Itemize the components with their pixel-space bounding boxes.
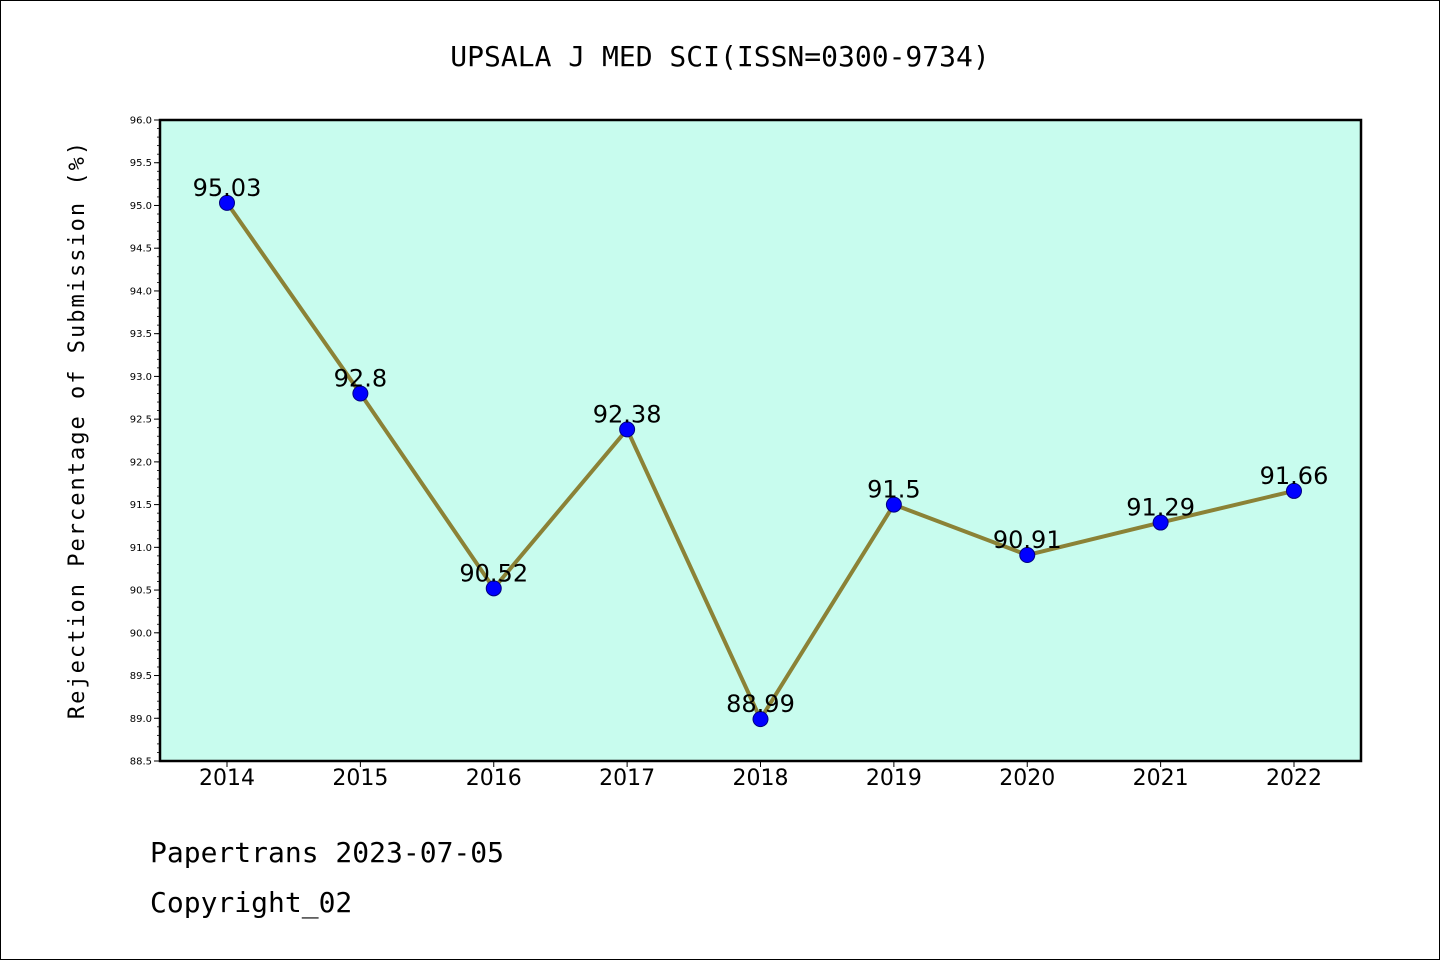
y-axis-label: Rejection Percentage of Submission (%) [65,140,90,719]
plot-border [158,118,1363,763]
footer-date: Papertrans 2023-07-05 [150,836,505,869]
y-tick-label: 90.0 [130,628,152,639]
data-point [885,496,902,513]
y-tick-label: 90.5 [130,586,152,597]
data-point [619,421,636,438]
data-point [1286,482,1302,499]
chart-title: UPSALA J MED SCI(ISSN=0300-9734) [450,40,989,73]
data-point [352,385,369,402]
y-tick-label: 93.0 [130,372,152,383]
data-point [1019,547,1036,564]
x-tick-label: 2014 [199,766,255,791]
footer-copyright: Copyright_02 [150,886,353,919]
data-point [485,580,502,597]
x-tick-label: 2020 [999,766,1055,791]
x-tick-label: 2016 [466,766,522,791]
y-tick-label: 91.0 [130,543,152,554]
y-tick-label: 89.5 [130,671,152,682]
y-tick-label: 92.5 [130,415,152,426]
x-tick-label: 2019 [866,766,922,791]
data-label: 92.38 [593,400,662,428]
x-tick-label: 2021 [1133,766,1189,791]
x-tick-label: 2017 [599,766,655,791]
x-tick-label: 2018 [733,766,789,791]
data-label: 95.03 [193,174,262,202]
data-label: 91.29 [1126,494,1195,522]
y-tick-label: 94.5 [130,244,152,255]
y-tick-label: 92.0 [130,457,152,468]
y-tick-label: 96.0 [130,116,152,127]
data-label: 90.91 [993,526,1062,554]
y-tick-label: 94.0 [130,286,152,297]
y-axis: 88.5 89.0 89.5 90.0 90.5 91.0 91.5 92.0 92.5 93.0… [130,116,160,768]
data-label: 91.66 [1260,462,1329,490]
y-tick-label: 88.5 [130,757,152,768]
series-layer: 95.03 92.8 90.52 92.38 88.99 91.5 90.91 91.29 91… [193,174,1329,728]
data-label: 88.99 [726,690,795,718]
data-point [1152,514,1169,531]
data-point [219,194,235,211]
data-label: 90.52 [459,559,528,587]
y-tick-label: 93.5 [130,329,152,340]
data-point [752,711,769,728]
plot-area [160,120,1361,761]
y-tick-label: 95.0 [130,201,152,212]
data-label: 91.5 [867,476,920,504]
y-tick-label: 89.0 [130,714,152,725]
y-tick-label: 95.5 [130,158,152,169]
x-tick-label: 2015 [332,766,388,791]
x-axis: 2014 2015 2016 2017 2018 2019 2020 2021 2022 [199,761,1322,791]
y-tick-label: 91.5 [130,500,152,511]
data-label: 92.8 [334,364,387,392]
x-tick-label: 2022 [1266,766,1322,791]
